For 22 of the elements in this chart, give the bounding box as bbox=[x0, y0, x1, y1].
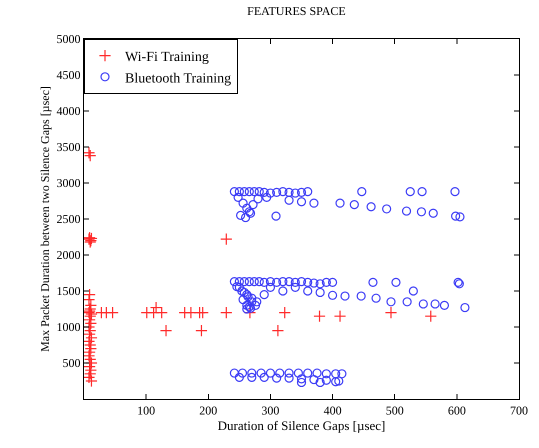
y-tick-label: 4000 bbox=[56, 104, 80, 118]
x-tick-label: 100 bbox=[137, 404, 156, 418]
y-tick-label: 3500 bbox=[56, 140, 80, 154]
y-tick-label: 5000 bbox=[56, 32, 80, 46]
y-tick-label: 500 bbox=[62, 356, 80, 370]
x-tick-label: 400 bbox=[324, 404, 342, 418]
x-tick-label: 300 bbox=[261, 404, 280, 418]
y-tick-label: 2500 bbox=[56, 212, 80, 226]
legend-label: Bluetooth Training bbox=[125, 71, 232, 86]
x-axis-title: Duration of Silence Gaps [µsec] bbox=[218, 418, 386, 434]
legend-label: Wi-Fi Training bbox=[125, 50, 209, 66]
y-axis-title: Max Packet Duration between two Silence Gaps [µsec] bbox=[38, 86, 52, 352]
y-tick-label: 3000 bbox=[56, 176, 80, 190]
y-tick-label: 2000 bbox=[56, 248, 80, 262]
x-tick-label: 700 bbox=[510, 404, 528, 418]
x-tick-label: 600 bbox=[448, 404, 466, 418]
x-tick-label: 200 bbox=[199, 404, 218, 418]
y-tick-label: 1000 bbox=[56, 320, 80, 334]
chart-title: FEATURES SPACE bbox=[247, 4, 346, 18]
y-tick-label: 4500 bbox=[56, 68, 80, 82]
y-tick-label: 1500 bbox=[56, 284, 80, 298]
x-tick-label: 500 bbox=[386, 404, 404, 418]
